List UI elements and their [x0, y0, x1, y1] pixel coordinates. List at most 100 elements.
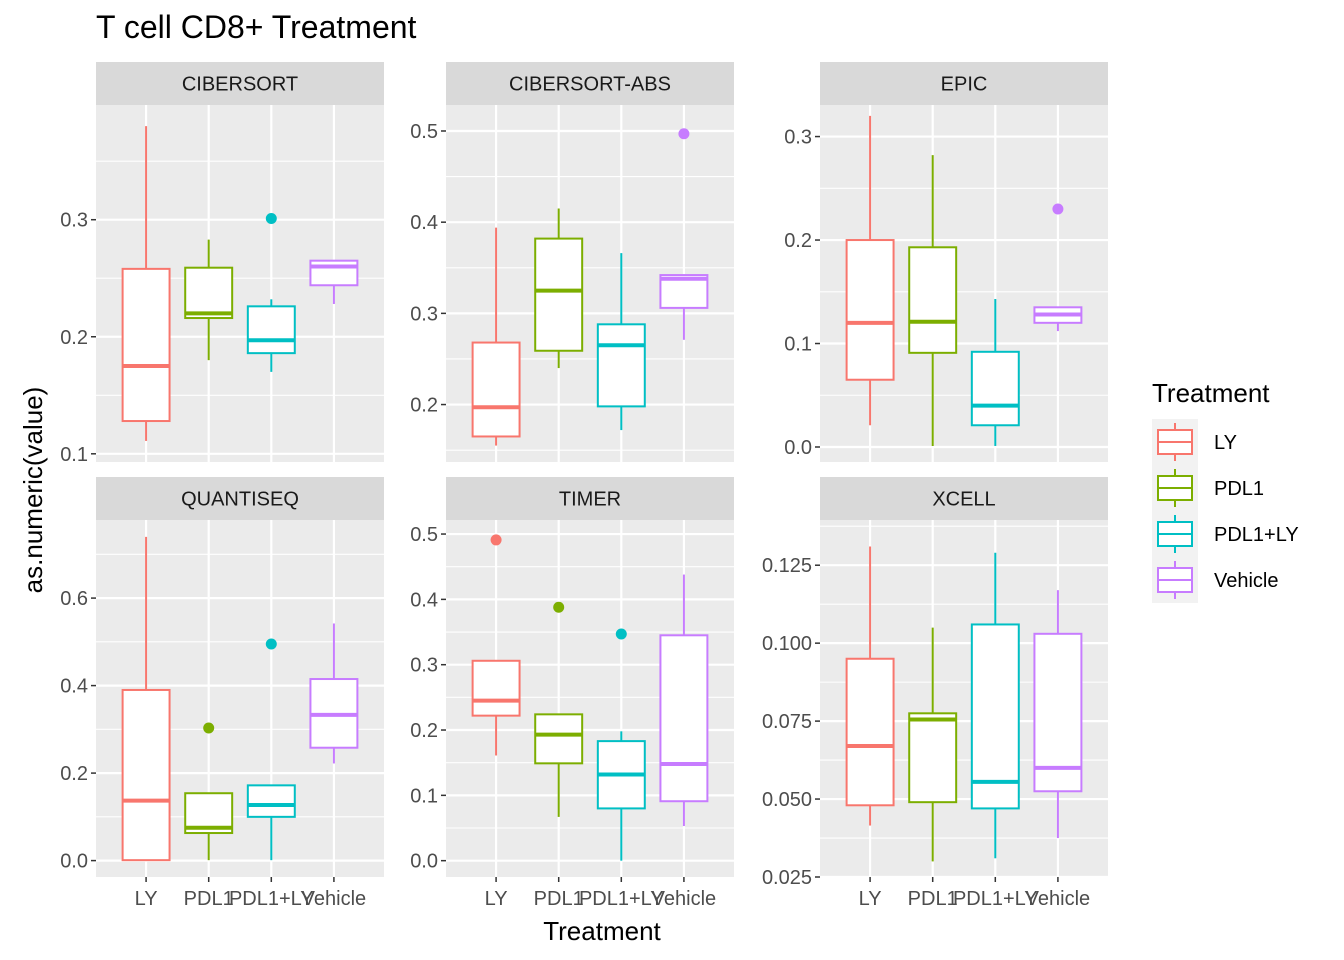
- y-tick-label: 0.0: [784, 437, 812, 459]
- x-tick-label: LY: [859, 888, 882, 910]
- y-tick-label: 0.0: [60, 851, 88, 873]
- box-pdl1-ly: [246, 638, 296, 861]
- box-pdl1-ly: [246, 213, 296, 372]
- facet-panel-timer: TIMER 0.0 0.1 0.2 0.3 0.4 0.5 LY PDL1PDL1+LYVehi…: [410, 477, 734, 910]
- x-tick-label: Vehicle: [1026, 888, 1091, 910]
- legend-title: Treatment: [1152, 378, 1270, 408]
- box-pdl1-ly: [970, 552, 1020, 859]
- legend-label: LY: [1214, 432, 1237, 454]
- legend-label: PDL1+LY: [1214, 524, 1299, 546]
- y-tick-label: 0.025: [762, 867, 812, 889]
- legend-item-pdl1-ly: PDL1+LY: [1152, 511, 1299, 557]
- box-ly: [845, 115, 895, 426]
- box-vehicle: [1033, 203, 1083, 332]
- y-tick-label: 0.1: [410, 785, 438, 807]
- y-tick-label: 0.3: [784, 127, 812, 149]
- box-pdl1: [534, 208, 584, 369]
- y-tick-label: 0.100: [762, 633, 812, 655]
- facet-panel-epic: EPIC 0.0 0.1 0.2 0.3: [784, 62, 1108, 462]
- y-tick-label: 0.2: [410, 720, 438, 742]
- y-tick-label: 0.2: [784, 230, 812, 252]
- y-tick-label: 0.2: [60, 763, 88, 785]
- box-vehicle: [309, 623, 359, 764]
- outlier-point: [1052, 203, 1064, 215]
- y-tick-label: 0.1: [784, 334, 812, 356]
- x-tick-label: Vehicle: [652, 888, 717, 910]
- box-vehicle: [1033, 590, 1083, 839]
- box-iqr: [534, 237, 584, 352]
- box-iqr: [471, 659, 521, 717]
- x-tick-label: LY: [135, 888, 158, 910]
- legend-item-pdl1: PDL1: [1152, 465, 1264, 511]
- facet-strip-label: TIMER: [559, 489, 621, 511]
- box-iqr: [1033, 632, 1083, 793]
- facet-strip: [820, 477, 1108, 520]
- box-vehicle: [659, 128, 709, 340]
- facet-strip: [96, 477, 384, 520]
- outlier-point: [265, 638, 277, 650]
- box-ly: [471, 534, 521, 756]
- y-tick-label: 0.3: [60, 210, 88, 232]
- chart-title: T cell CD8+ Treatment: [96, 9, 417, 45]
- facet-panel-xcell: XCELL 0.025 0.050 0.075 0.100 0.125 LY PDL1PDL1…: [762, 477, 1108, 910]
- box-pdl1: [184, 722, 234, 861]
- facet-strip-label: QUANTISEQ: [181, 489, 299, 511]
- y-tick-label: 0.4: [410, 212, 438, 234]
- y-axis-title: as.numeric(value): [18, 387, 48, 594]
- y-tick-label: 0.1: [60, 444, 88, 466]
- x-tick-label: PDL1: [908, 888, 958, 910]
- box-ly: [121, 126, 171, 441]
- box-ly: [121, 536, 171, 862]
- box-ly: [471, 227, 521, 446]
- box-pdl1-ly: [596, 628, 646, 861]
- y-tick-label: 0.6: [60, 588, 88, 610]
- x-tick-label: PDL1+LY: [229, 888, 314, 910]
- facet-strip: [446, 477, 734, 520]
- legend-label: Vehicle: [1214, 570, 1279, 592]
- facet-strip-label: EPIC: [941, 74, 988, 96]
- facet-strip: [820, 62, 1108, 105]
- box-iqr: [970, 623, 1020, 810]
- outlier-point: [615, 628, 627, 640]
- x-tick-label: PDL1+LY: [953, 888, 1038, 910]
- legend-item-vehicle: Vehicle: [1152, 557, 1279, 603]
- box-iqr: [845, 239, 895, 381]
- outlier-point: [265, 213, 277, 225]
- x-tick-label: PDL1+LY: [579, 888, 664, 910]
- facet-strip: [446, 62, 734, 105]
- y-tick-label: 0.050: [762, 789, 812, 811]
- box-iqr: [908, 246, 958, 354]
- box-pdl1: [908, 627, 958, 862]
- outlier-point: [553, 601, 565, 613]
- box-pdl1: [908, 155, 958, 446]
- box-iqr: [309, 259, 359, 287]
- y-tick-label: 0.075: [762, 711, 812, 733]
- box-iqr: [534, 713, 584, 765]
- box-vehicle: [309, 259, 359, 304]
- facet-strip-label: XCELL: [932, 489, 995, 511]
- y-tick-label: 0.0: [410, 851, 438, 873]
- y-tick-label: 0.2: [410, 395, 438, 417]
- y-tick-label: 0.125: [762, 555, 812, 577]
- facet-panel-cibersort: CIBERSORT 0.1 0.2 0.3: [60, 62, 384, 466]
- outlier-point: [678, 128, 690, 140]
- y-tick-label: 0.5: [410, 524, 438, 546]
- box-iqr: [471, 341, 521, 438]
- outlier-point: [203, 722, 215, 734]
- legend: Treatment LY PDL1 PDL1+LY Vehicle: [1152, 378, 1299, 603]
- facet-strip: [96, 62, 384, 105]
- facet-strip-label: CIBERSORT-ABS: [509, 74, 671, 96]
- y-tick-label: 0.4: [410, 589, 438, 611]
- legend-item-ly: LY: [1152, 419, 1237, 465]
- box-iqr: [246, 784, 296, 818]
- box-pdl1: [184, 239, 234, 361]
- y-tick-label: 0.5: [410, 121, 438, 143]
- x-tick-label: PDL1: [534, 888, 584, 910]
- box-iqr: [596, 323, 646, 408]
- box-pdl1: [534, 601, 584, 817]
- legend-label: PDL1: [1214, 478, 1264, 500]
- x-tick-label: PDL1: [184, 888, 234, 910]
- y-tick-label: 0.3: [410, 303, 438, 325]
- box-pdl1-ly: [596, 253, 646, 431]
